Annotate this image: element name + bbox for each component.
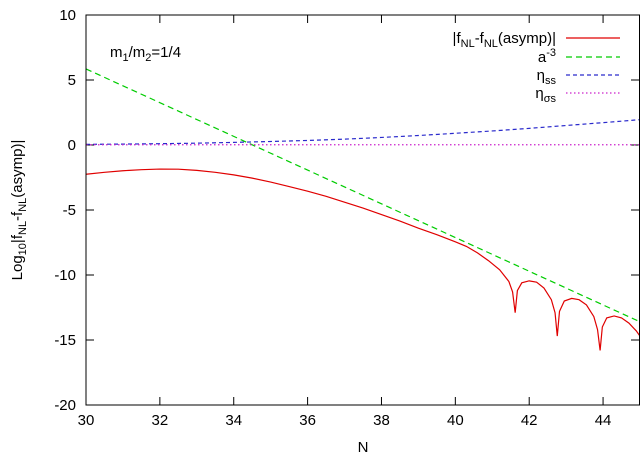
x-tick-label: 38 [373, 412, 390, 429]
plot-frame [85, 14, 640, 406]
y-tick-label: -10 [54, 267, 76, 284]
x-tick-label: 36 [299, 412, 316, 429]
series-line-a3 [86, 68, 640, 323]
y-axis-label: Log10|fNL-fNL(asymp)| [9, 140, 29, 281]
legend-label-fnl: |fNL-fNL(asymp)| [453, 30, 556, 50]
legend: |fNL-fNL(asymp)| a-3 ηss ησs [453, 30, 620, 105]
series-layer [86, 68, 640, 351]
x-axis-label: N [358, 439, 369, 456]
legend-label-etasigmas: ησs [535, 85, 556, 105]
y-tick-label: -15 [54, 332, 76, 349]
x-tick-label: 32 [152, 412, 169, 429]
series-line-fnl [86, 168, 640, 351]
axis-ticks [85, 14, 639, 406]
y-tick-label: 0 [68, 137, 76, 154]
y-tick-label: 5 [68, 72, 76, 89]
x-tick-label: 44 [595, 412, 612, 429]
series-line-etass [86, 119, 640, 145]
legend-label-a3: a-3 [538, 47, 556, 66]
legend-label-etass: ηss [537, 67, 557, 87]
x-tick-label: 40 [447, 412, 464, 429]
x-tick-label: 30 [78, 412, 95, 429]
y-tick-label: -20 [54, 397, 76, 414]
y-tick-label: -5 [63, 202, 76, 219]
x-tick-label: 34 [225, 412, 242, 429]
tick-labels: 30 32 34 36 38 40 42 44 10 5 0 -5 -10 -15 -20 [54, 7, 611, 429]
y-tick-label: 10 [59, 7, 76, 24]
x-tick-label: 42 [521, 412, 538, 429]
mass-ratio-annotation: m1/m2=1/4 [110, 44, 181, 64]
